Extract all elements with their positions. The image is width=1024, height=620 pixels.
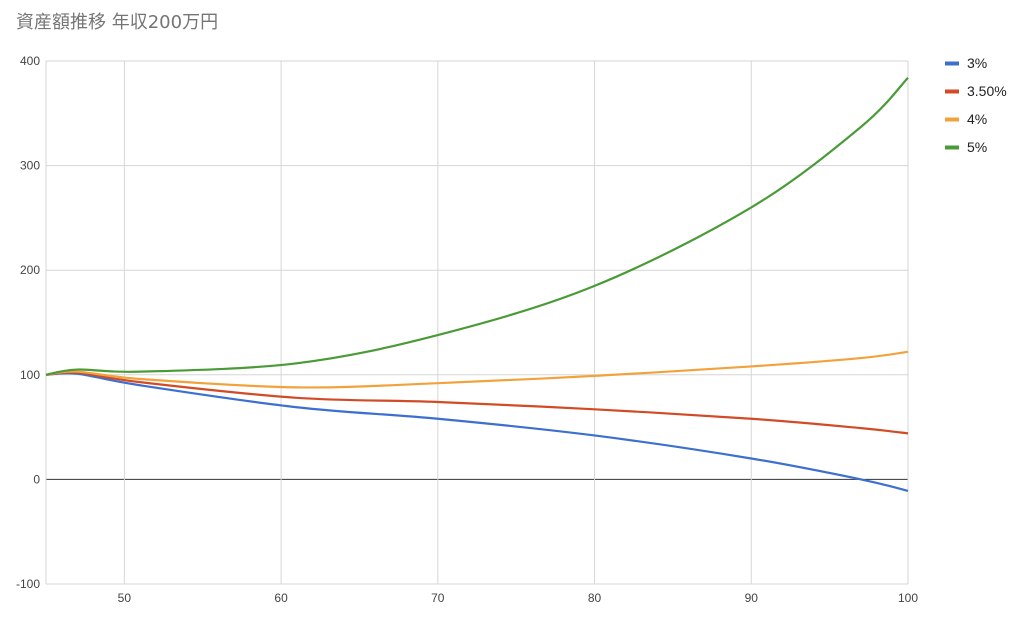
series-line-4 [45,76,909,376]
legend-label: 4% [967,111,987,127]
legend-swatch [945,61,959,66]
x-tick-label: 100 [898,591,918,605]
x-tick-label: 90 [745,591,759,605]
chart-title: 資産額推移 年収200万円 [16,12,219,33]
y-tick-label: 400 [20,54,40,68]
x-tick-label: 70 [431,591,445,605]
legend: 3% 3.50% 4% 5% [945,55,1007,155]
x-tick-label: 50 [118,591,132,605]
series-line-2 [45,371,909,435]
legend-swatch [945,117,959,122]
legend-swatch [945,145,959,150]
legend-label: 3.50% [967,83,1007,99]
series-lines [45,76,909,492]
grid [45,60,909,585]
y-tick-label: 0 [33,472,40,486]
y-tick-label: 200 [20,263,40,277]
x-tick-label: 60 [274,591,288,605]
legend-swatch [945,89,959,94]
axes: -100 0 100 200 300 400 50 60 70 80 90 100 [16,54,918,605]
x-tick-label: 80 [588,591,602,605]
legend-label: 5% [967,139,987,155]
y-tick-label: 100 [20,368,40,382]
series-line-1 [45,372,909,492]
y-tick-label: 300 [20,159,40,173]
y-tick-label: -100 [16,577,40,591]
legend-label: 3% [967,55,987,71]
series-line-3 [45,350,909,389]
